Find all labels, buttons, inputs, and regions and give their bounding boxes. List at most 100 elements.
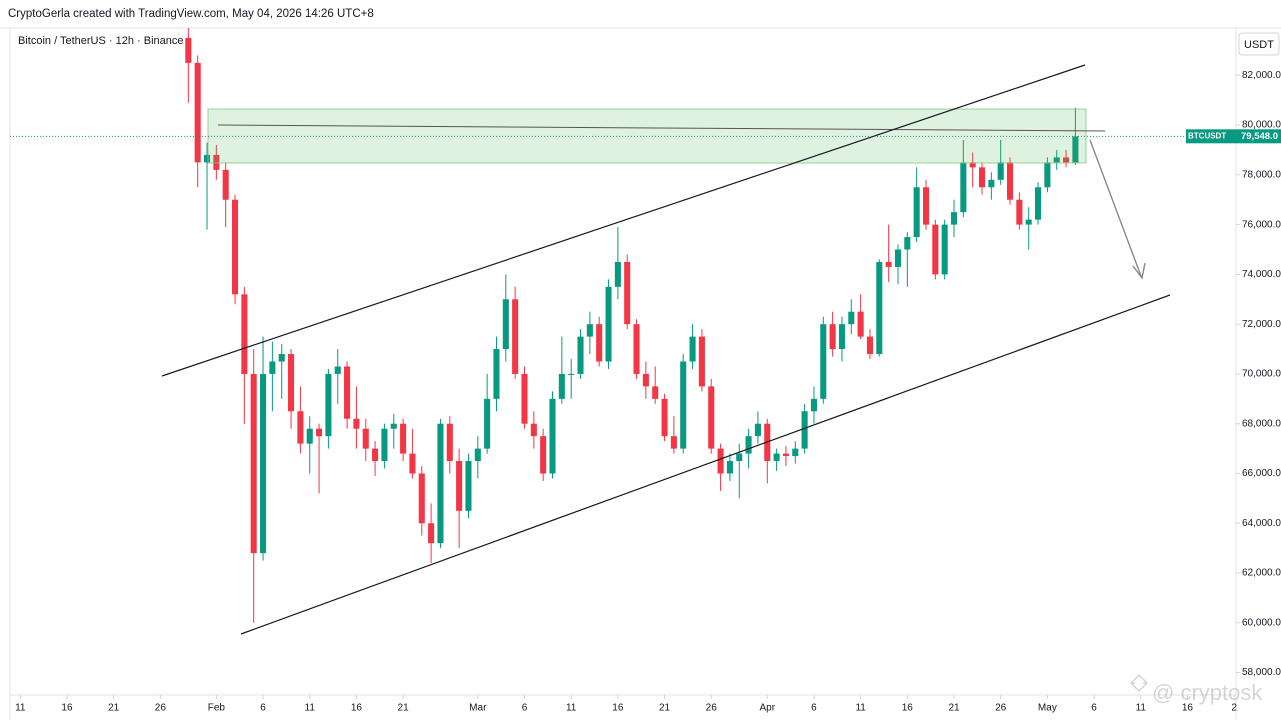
y-tick-label: 74,000.0 [1242, 269, 1281, 280]
candle-body [1063, 157, 1070, 163]
candle-body [913, 187, 920, 238]
candle-body [269, 361, 276, 374]
y-tick-label: 70,000.0 [1242, 369, 1281, 380]
candle-body [829, 324, 836, 350]
candle-body [922, 187, 930, 225]
candle-body [1035, 187, 1042, 220]
x-tick-label: 6 [260, 703, 266, 714]
channel-lower [240, 294, 1171, 635]
candle-body [558, 373, 565, 399]
candle-body [838, 324, 845, 350]
horizontal-line [217, 124, 1106, 132]
candle-body [894, 249, 902, 267]
x-tick-label: 6 [811, 703, 817, 714]
candle-body [792, 448, 799, 457]
candle-body [586, 324, 593, 337]
candle-body [708, 386, 715, 449]
candle-body [577, 336, 584, 374]
candle-body [614, 261, 621, 287]
currency-box[interactable] [1238, 32, 1280, 56]
candle-body [231, 199, 239, 295]
candle-body [1053, 157, 1060, 163]
candle-body [661, 398, 668, 437]
last-price-tag [1186, 129, 1281, 144]
x-tick-label: 11 [855, 703, 866, 714]
candle-body [782, 453, 789, 457]
candle-body [512, 299, 519, 374]
candle-body [960, 162, 967, 213]
candle-body [1007, 162, 1014, 200]
x-tick-label: 2 [1231, 703, 1237, 714]
candle-body [213, 154, 220, 170]
candle-body [736, 453, 743, 462]
candle-body [521, 373, 528, 424]
candle-body [950, 212, 958, 225]
y-tick-label: 66,000.0 [1242, 468, 1281, 479]
x-tick-label: 16 [61, 703, 73, 714]
candle-body [932, 224, 939, 275]
candle-body [400, 423, 407, 454]
candle-body [876, 261, 883, 355]
candle-body [530, 423, 537, 437]
candle-body [997, 162, 1004, 180]
y-tick-label: 78,000.0 [1242, 169, 1281, 180]
currency: USDT [1244, 39, 1274, 51]
candle-body [353, 418, 360, 429]
candle-body [885, 261, 892, 267]
candle-body [866, 336, 874, 355]
candle-body [988, 179, 995, 188]
candle-body [969, 162, 976, 168]
candle-body [278, 354, 285, 362]
candle-body [390, 423, 397, 429]
y-tick-label: 80,000.0 [1242, 120, 1281, 131]
x-tick-label: 11 [1136, 703, 1147, 714]
x-tick-label: Mar [469, 703, 487, 714]
candle-body [717, 448, 724, 474]
y-tick-label: 68,000.0 [1242, 418, 1281, 429]
candle-body [381, 428, 388, 462]
watermark-icon [1129, 673, 1149, 693]
candle-body [605, 286, 612, 362]
x-tick-label: Feb [208, 703, 226, 714]
candle-body [428, 523, 435, 544]
candle-body [540, 436, 547, 474]
candle-body [456, 461, 463, 511]
candle-body [418, 473, 425, 524]
candle-body [1025, 219, 1032, 225]
candle-body [325, 373, 332, 437]
candle-body [474, 448, 481, 462]
candle-body [904, 237, 911, 250]
candle-body [754, 423, 761, 437]
y-tick-label: 60,000.0 [1242, 617, 1281, 628]
candle-body [372, 448, 379, 462]
x-tick-label: 11 [566, 703, 577, 714]
candle-body [596, 324, 603, 362]
y-tick-label: 64,000.0 [1242, 518, 1281, 529]
drawings [161, 64, 1171, 635]
candle-body [549, 398, 556, 474]
arrow [1089, 139, 1142, 277]
candle-body [568, 373, 575, 375]
x-tick-label: 26 [155, 703, 167, 714]
y-tick-label: 58,000.0 [1242, 667, 1281, 678]
plot [185, 28, 1079, 623]
watermark: @ cryptosk [1152, 680, 1263, 705]
candle-body [810, 398, 817, 412]
symbol-title: Bitcoin / TetherUS · 12h · Binance [18, 35, 184, 47]
x-tick-label: 21 [948, 703, 960, 714]
header: CryptoGerla created with TradingView.com… [8, 8, 374, 20]
candle-body [801, 411, 808, 449]
x-tick-label: 16 [351, 703, 363, 714]
x-tick-label: Apr [759, 703, 775, 714]
x-tick-label: 6 [522, 703, 528, 714]
x-tick-label: 21 [398, 703, 410, 714]
candle-body [652, 386, 659, 399]
watermark-group: @ cryptosk [1129, 673, 1263, 705]
last-price-symbol: BTCUSDT [1188, 131, 1226, 140]
candle-body [745, 436, 752, 454]
x-tick-label: 16 [1182, 703, 1194, 714]
candle-body [316, 428, 323, 437]
candle-body [297, 411, 304, 444]
candle-body [306, 428, 313, 444]
